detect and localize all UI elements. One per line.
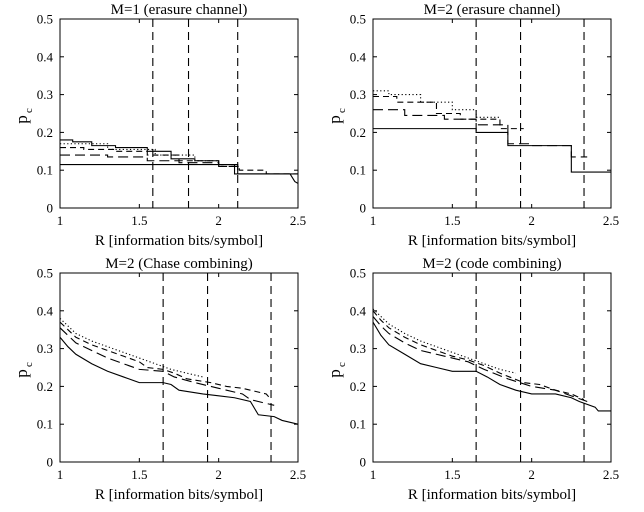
x-tick-label: 1.5 — [444, 213, 460, 228]
chart-title: M=2 (Chase combining) — [105, 256, 253, 272]
y-tick-label: 0.3 — [350, 341, 366, 356]
x-tick-label: 2 — [215, 213, 222, 228]
series-line-4 — [59, 336, 299, 425]
series-line-3 — [60, 146, 298, 175]
series-line-5 — [60, 163, 298, 175]
y-tick-label: 0.1 — [350, 163, 366, 178]
y-tick-label: 0.1 — [37, 417, 53, 432]
y-axis-label-subscript: c — [23, 362, 35, 367]
y-tick-label: 0.4 — [37, 49, 54, 64]
y-axis-label-main: p — [12, 369, 31, 378]
x-axis-label: R [information bits/symbol] — [408, 233, 576, 249]
axes-box — [59, 18, 299, 209]
chart-panel-4: M=2 (code combining) 1 1.5 2 2.5 0 0.1 0.2 0.3 0.… — [325, 256, 619, 503]
chart-title: M=1 (erasure channel) — [111, 2, 248, 18]
y-tick-label: 0.3 — [350, 87, 366, 102]
y-tick-label: 0.2 — [350, 125, 366, 140]
y-axis-label-subscript: c — [23, 108, 35, 113]
x-axis-label: R [information bits/symbol] — [95, 233, 263, 249]
y-tick-label: 0 — [360, 201, 367, 216]
x-tick-label: 2 — [215, 467, 222, 482]
x-tick-label: 2.5 — [603, 467, 619, 482]
x-tick-label: 1.5 — [444, 467, 460, 482]
y-axis-label: pc — [325, 108, 348, 124]
y-tick-label: 0.3 — [37, 341, 53, 356]
series-line-2 — [372, 310, 585, 401]
x-axis-label: R [information bits/symbol] — [95, 487, 263, 503]
chart-title: M=2 (code combining) — [422, 256, 561, 272]
series-line-2 — [60, 143, 219, 162]
y-tick-label: 0.1 — [350, 417, 366, 432]
x-tick-label: 1.5 — [131, 467, 147, 482]
y-tick-label: 0.4 — [350, 49, 367, 64]
y-tick-label: 0.5 — [37, 266, 53, 281]
chart-panel-1: M=1 (erasure channel) 1 1.5 2 2.5 0 0.1 0.2 0.3 0… — [12, 2, 306, 249]
axes-box — [372, 272, 612, 463]
x-tick-label: 2 — [528, 213, 535, 228]
axes-box — [372, 18, 612, 209]
x-tick-label: 2 — [528, 467, 535, 482]
y-axis-label: pc — [12, 108, 35, 124]
x-tick-label: 1 — [57, 213, 64, 228]
y-axis-label-main: p — [325, 369, 344, 378]
x-tick-label: 1 — [57, 467, 64, 482]
chart-panel-2: M=2 (erasure channel) 1 1.5 2 2.5 0 0.1 0.2 0.3 0… — [325, 2, 619, 249]
series-line-2 — [373, 95, 524, 130]
series-line-1 — [59, 317, 203, 378]
y-tick-label: 0 — [360, 455, 367, 470]
y-axis-label-main: p — [12, 115, 31, 124]
y-tick-label: 0.5 — [350, 266, 366, 281]
y-axis-label-subscript: c — [336, 362, 348, 367]
y-tick-label: 0.2 — [350, 379, 366, 394]
axes-box — [59, 272, 299, 463]
series-line-3 — [59, 327, 275, 406]
series-line-2 — [59, 321, 272, 400]
y-tick-label: 0.2 — [37, 379, 53, 394]
x-tick-label: 2.5 — [290, 213, 306, 228]
x-tick-label: 1 — [370, 213, 377, 228]
y-tick-label: 0.1 — [37, 163, 53, 178]
x-tick-label: 2.5 — [290, 467, 306, 482]
y-axis-label-subscript: c — [336, 108, 348, 113]
y-axis-label: pc — [12, 362, 35, 378]
x-tick-label: 1.5 — [131, 213, 147, 228]
y-tick-label: 0.3 — [37, 87, 53, 102]
y-tick-label: 0.5 — [350, 12, 366, 27]
chart-title: M=2 (erasure channel) — [424, 2, 561, 18]
y-axis-label-main: p — [325, 115, 344, 124]
y-axis-label: pc — [325, 362, 348, 378]
y-tick-label: 0.4 — [350, 303, 367, 318]
x-axis-label: R [information bits/symbol] — [408, 487, 576, 503]
y-tick-label: 0.2 — [37, 125, 53, 140]
chart-panel-3: M=2 (Chase combining) 1 1.5 2 2.5 0 0.1 0.2 0.3 0… — [12, 256, 306, 503]
y-tick-label: 0.5 — [37, 12, 53, 27]
series-line-4 — [372, 321, 611, 412]
y-tick-label: 0 — [47, 455, 54, 470]
x-tick-label: 1 — [370, 467, 377, 482]
x-tick-label: 2.5 — [603, 213, 619, 228]
series-line-1 — [372, 308, 516, 374]
series-line-3 — [372, 316, 588, 403]
series-line-4 — [373, 128, 611, 173]
y-tick-label: 0 — [47, 201, 54, 216]
y-tick-label: 0.4 — [37, 303, 54, 318]
